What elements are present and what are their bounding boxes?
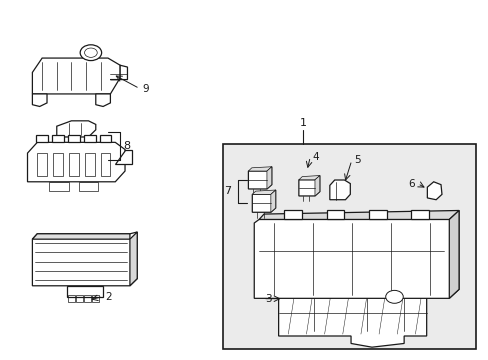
Polygon shape <box>448 211 458 298</box>
Text: 7: 7 <box>224 186 231 197</box>
Text: 4: 4 <box>312 152 319 162</box>
Polygon shape <box>410 211 428 220</box>
Polygon shape <box>83 135 95 142</box>
Text: 2: 2 <box>105 292 112 302</box>
Polygon shape <box>248 167 271 171</box>
Polygon shape <box>96 94 110 107</box>
Bar <box>76 296 83 302</box>
Polygon shape <box>278 226 439 347</box>
Polygon shape <box>298 176 319 180</box>
Polygon shape <box>427 182 441 200</box>
Bar <box>101 153 110 176</box>
Polygon shape <box>130 232 137 286</box>
Text: 5: 5 <box>353 155 360 165</box>
Polygon shape <box>326 211 344 220</box>
Polygon shape <box>27 142 125 182</box>
Bar <box>92 296 99 302</box>
Polygon shape <box>100 135 111 142</box>
Polygon shape <box>110 65 127 80</box>
Polygon shape <box>115 149 132 164</box>
Bar <box>69 153 79 176</box>
Bar <box>84 153 94 176</box>
Circle shape <box>84 48 97 57</box>
Polygon shape <box>259 211 458 220</box>
Polygon shape <box>266 167 271 189</box>
Bar <box>66 286 103 297</box>
Text: 3: 3 <box>265 294 271 304</box>
Circle shape <box>385 291 403 303</box>
Polygon shape <box>252 190 275 194</box>
Polygon shape <box>270 190 275 212</box>
Polygon shape <box>298 176 319 196</box>
Polygon shape <box>57 121 96 137</box>
Polygon shape <box>252 190 275 212</box>
Bar <box>37 153 47 176</box>
Circle shape <box>80 45 102 60</box>
Polygon shape <box>68 135 80 142</box>
Polygon shape <box>368 211 386 220</box>
Bar <box>84 296 91 302</box>
Bar <box>68 296 75 302</box>
Polygon shape <box>52 135 64 142</box>
Polygon shape <box>32 234 130 239</box>
Polygon shape <box>254 211 458 298</box>
Polygon shape <box>248 167 271 189</box>
Text: 6: 6 <box>407 179 414 189</box>
Polygon shape <box>284 211 302 220</box>
Bar <box>49 182 69 191</box>
Bar <box>222 144 475 348</box>
Bar <box>53 153 63 176</box>
Polygon shape <box>314 176 319 196</box>
Polygon shape <box>32 94 47 107</box>
Text: 8: 8 <box>123 141 130 151</box>
Polygon shape <box>36 135 48 142</box>
Bar <box>79 182 98 191</box>
Text: 1: 1 <box>299 118 306 128</box>
Text: 9: 9 <box>142 84 148 94</box>
Polygon shape <box>32 58 120 94</box>
Polygon shape <box>329 180 349 200</box>
Polygon shape <box>32 232 137 286</box>
